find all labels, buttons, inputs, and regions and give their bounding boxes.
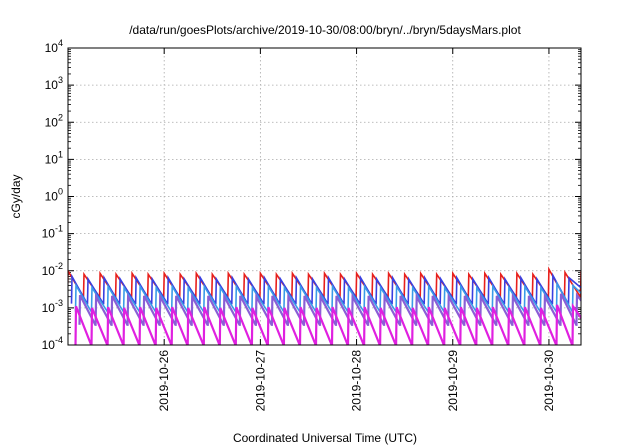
series-line-2: [70, 272, 581, 305]
grid: [68, 48, 581, 345]
y-tick-label: 103: [45, 75, 63, 92]
y-tick-label: 10-3: [42, 298, 63, 315]
chart-title: /data/run/goesPlots/archive/2019-10-30/0…: [129, 23, 521, 37]
y-tick-label: 10-4: [42, 335, 63, 352]
x-axis-ticks: 2019-10-26 2019-10-27 2019-10-28 2019-10-29…: [157, 48, 556, 411]
series-line-4: [78, 292, 581, 326]
x-axis-label: Coordinated Universal Time (UTC): [233, 431, 417, 445]
y-tick-label: 102: [45, 112, 63, 129]
x-tick-label: 2019-10-28: [350, 350, 364, 412]
plot-frame: [67, 47, 582, 346]
x-tick-label: 2019-10-29: [446, 350, 460, 412]
y-tick-label: 100: [45, 187, 63, 204]
x-tick-label: 2019-10-27: [253, 350, 267, 412]
x-tick-label: 2019-10-30: [542, 350, 556, 412]
x-tick-label: 2019-10-26: [157, 350, 171, 412]
y-axis-ticks: 10-4 10-3 10-2 10-1 100 101 102 103 104: [42, 38, 581, 352]
y-tick-label: 104: [45, 38, 63, 55]
series-line-5: [74, 302, 581, 345]
y-axis-label: cGy/day: [9, 174, 23, 218]
y-tick-label: 10-2: [42, 261, 63, 278]
y-tick-label: 101: [45, 149, 63, 166]
series-layer: [68, 266, 581, 345]
y-tick-label: 10-1: [42, 224, 63, 241]
